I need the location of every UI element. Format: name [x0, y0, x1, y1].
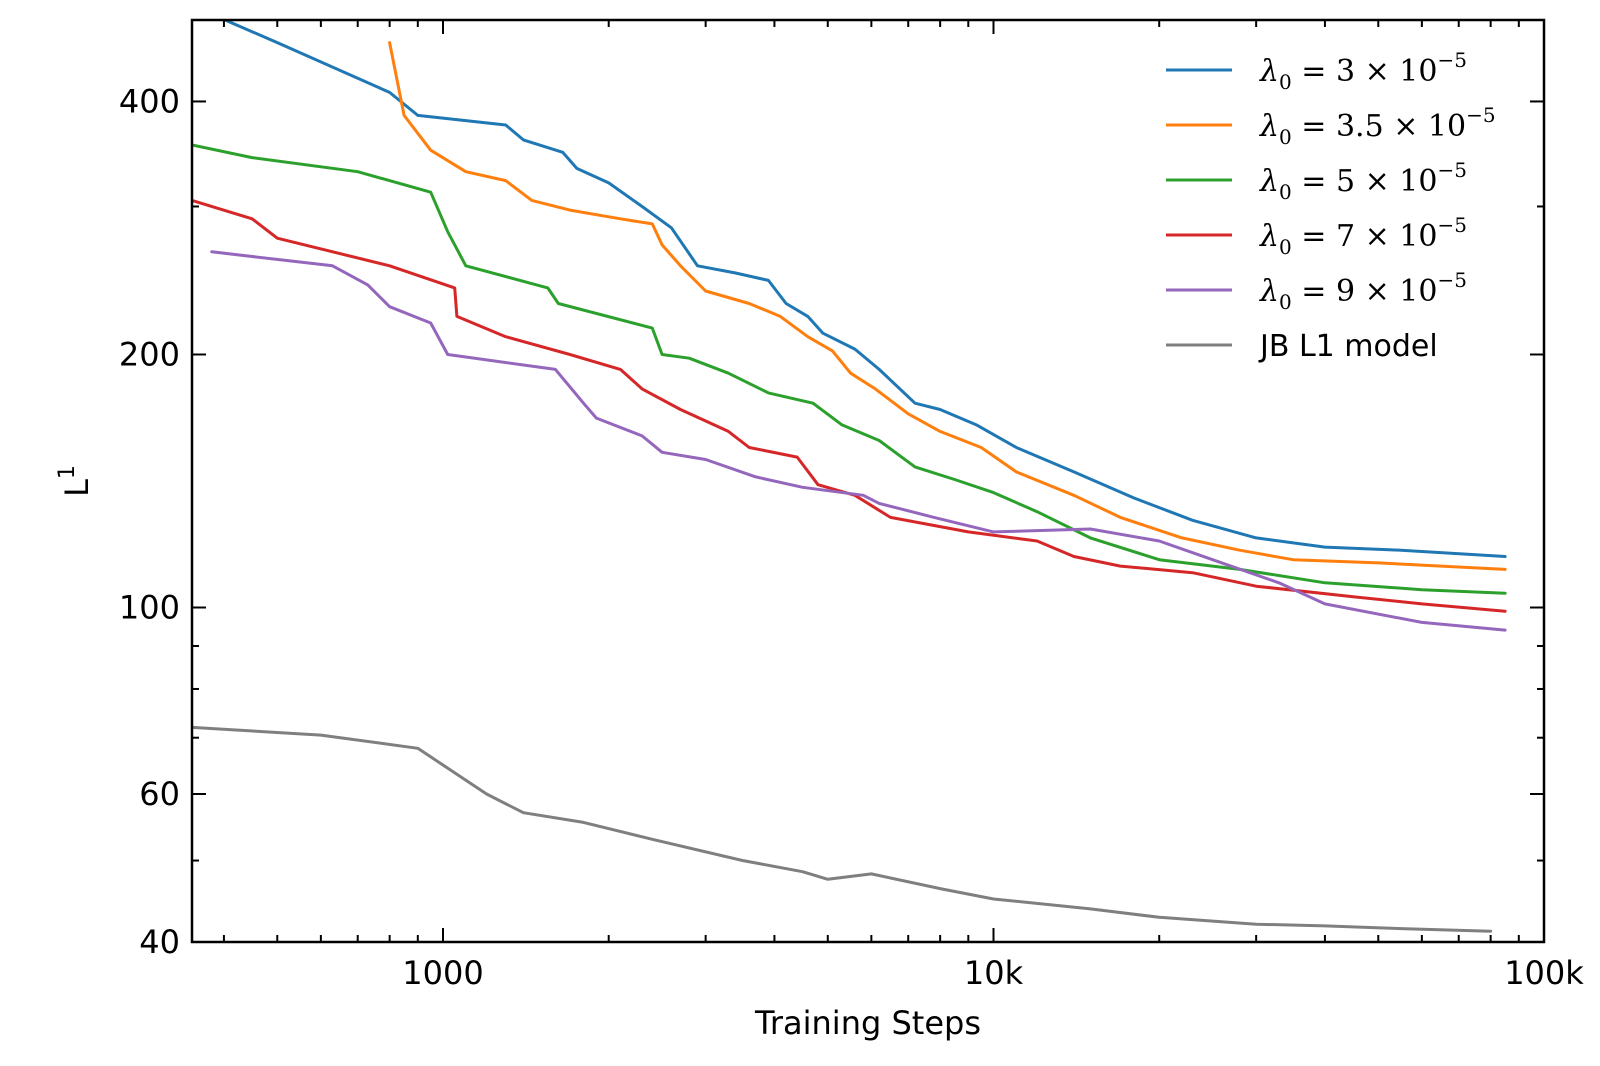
x-tick-label: 10k: [964, 954, 1024, 992]
x-axis-label: Training Steps: [754, 1004, 981, 1042]
legend-label-1: λ0 = 3 × 10−5: [1259, 48, 1467, 94]
y-tick-label: 100: [119, 589, 180, 627]
legend-label-4: λ0 = 7 × 10−5: [1259, 213, 1467, 259]
y-tick-label: 200: [119, 335, 180, 373]
legend-label-6: JB L1 model: [1258, 329, 1438, 364]
series-line-1: [221, 20, 1507, 558]
plot-frame: [190, 18, 1546, 944]
tick-labels: 1000 10k 100k 40 60 100 200 400: [119, 82, 1584, 992]
y-tick-label: 60: [139, 775, 180, 813]
series-line-3: [192, 143, 1507, 595]
y-axis-label-main: L: [58, 479, 96, 497]
legend-label-2: λ0 = 3.5 × 10−5: [1259, 103, 1496, 149]
series-line-2: [388, 41, 1507, 571]
legend: λ0 = 3 × 10−5 λ0 = 3.5 × 10−5 λ0 = 5 × 10−…: [1166, 48, 1496, 364]
x-tick-label: 1000: [402, 954, 483, 992]
series-layer: [192, 20, 1507, 933]
y-axis-label: L1: [55, 465, 96, 497]
y-tick-label: 400: [119, 82, 180, 120]
series-line-6: [192, 725, 1493, 933]
legend-label-3: λ0 = 5 × 10−5: [1259, 158, 1467, 204]
y-tick-label: 40: [139, 923, 180, 961]
x-tick-label: 100k: [1504, 954, 1584, 992]
y-axis-label-superscript: 1: [55, 465, 80, 479]
series-line-5: [210, 250, 1507, 632]
series-line-4: [192, 198, 1507, 613]
legend-label-5: λ0 = 9 × 10−5: [1259, 268, 1467, 314]
